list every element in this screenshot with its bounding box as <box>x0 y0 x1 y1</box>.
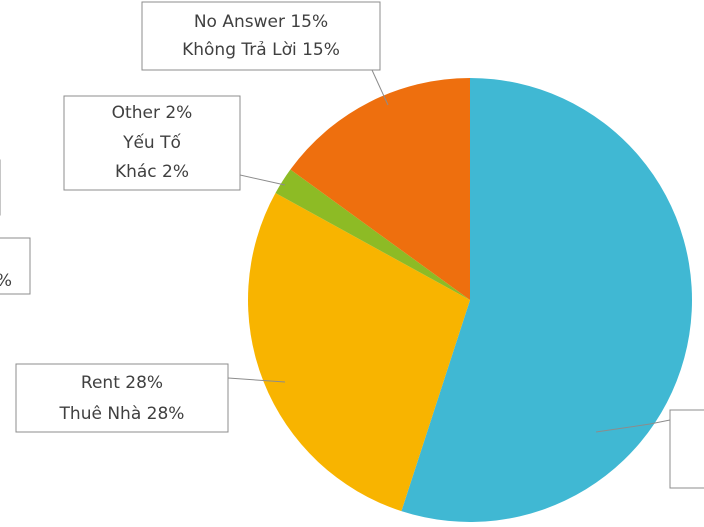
pie-slice <box>275 169 470 300</box>
slice-label: Yếu Tố <box>122 132 181 153</box>
label-box <box>669 409 704 489</box>
slice-label: Rent 28% <box>81 373 163 393</box>
pie-slice <box>401 78 692 522</box>
label-box <box>63 95 241 191</box>
slice-label: Other 2% <box>112 103 193 123</box>
slice-label: Thuê Nhà 28% <box>59 404 185 424</box>
slice-label: Không Trả Lời 15% <box>182 40 340 60</box>
leader-line <box>227 377 286 383</box>
pie-slice <box>290 78 470 300</box>
label-box <box>15 363 229 433</box>
leader-line <box>371 69 389 106</box>
slice-label: Khác 2% <box>115 162 189 182</box>
cropped-label-box <box>0 237 31 295</box>
leader-line <box>239 140 286 186</box>
pie-slice <box>248 193 470 512</box>
cropped-label: % <box>0 271 12 291</box>
label-box <box>141 1 381 71</box>
slice-label: No Answer 15% <box>194 12 328 32</box>
leader-line <box>595 419 671 433</box>
